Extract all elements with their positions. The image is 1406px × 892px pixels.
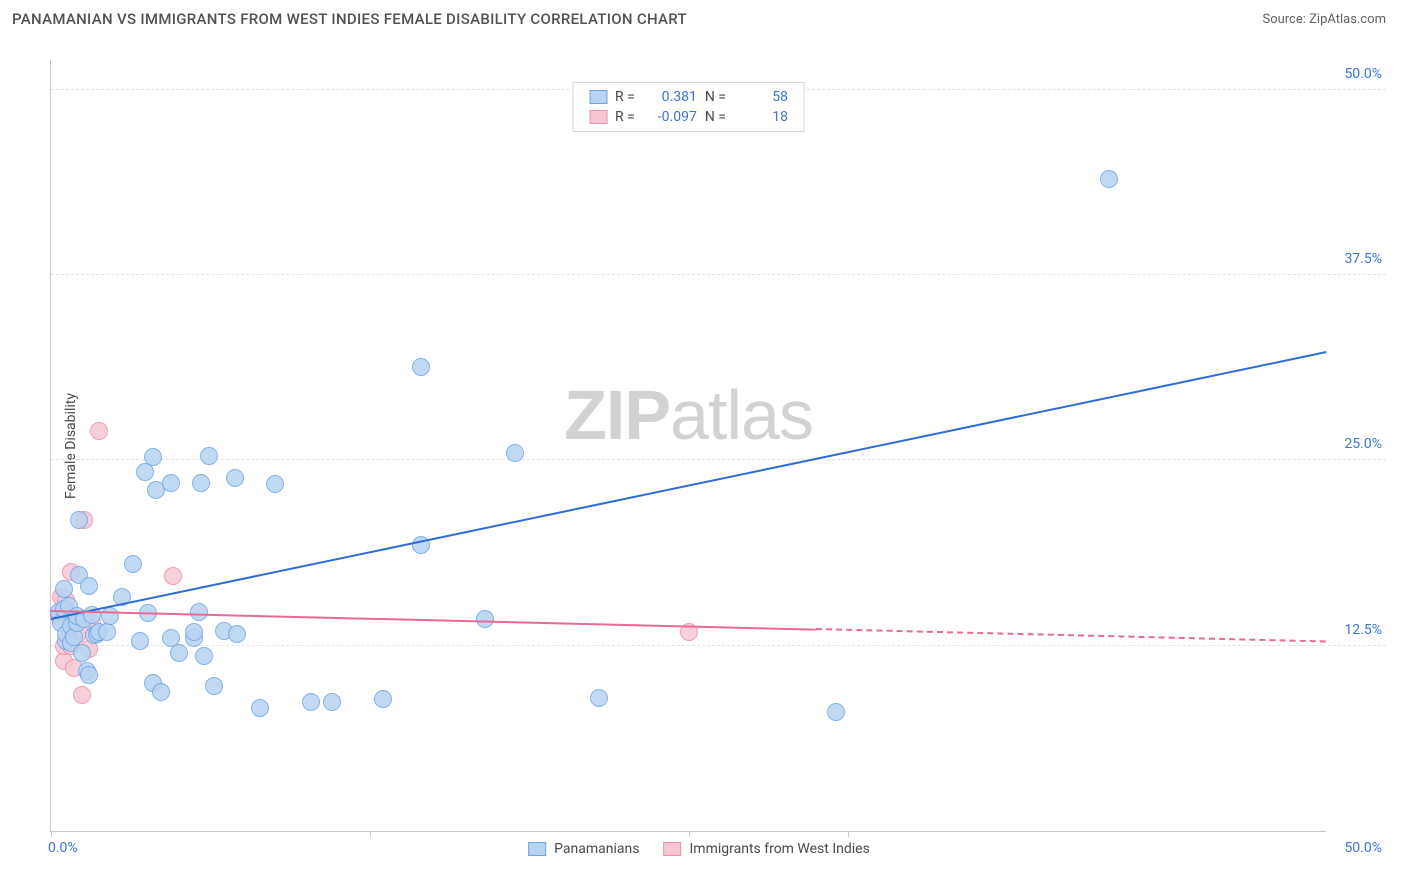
swatch-panamanians-icon	[589, 90, 607, 104]
data-point	[195, 647, 213, 665]
data-point	[190, 603, 208, 621]
data-point	[101, 607, 119, 625]
data-point	[170, 644, 188, 662]
x-tick	[689, 831, 690, 837]
data-point	[162, 474, 180, 492]
data-point	[152, 683, 170, 701]
gridline	[51, 274, 1386, 275]
data-point	[80, 666, 98, 684]
swatch-panamanians-icon	[528, 842, 546, 856]
n-label-a: N =	[705, 89, 726, 105]
data-point	[80, 577, 98, 595]
data-point	[164, 567, 182, 585]
data-point	[55, 580, 73, 598]
data-point	[476, 610, 494, 628]
data-point	[302, 693, 320, 711]
data-point	[266, 475, 284, 493]
data-point	[200, 447, 218, 465]
data-point	[228, 625, 246, 643]
trend-line	[51, 610, 816, 631]
legend-series: Panamanians Immigrants from West Indies	[528, 841, 870, 857]
n-label-b: N =	[705, 109, 726, 125]
legend-label-a: Panamanians	[554, 841, 639, 857]
x-tick	[51, 831, 52, 837]
data-point	[90, 422, 108, 440]
legend-row-a: R = 0.381 N = 58	[573, 87, 804, 107]
legend-label-b: Immigrants from West Indies	[689, 841, 869, 857]
r-label-a: R =	[615, 89, 635, 105]
x-axis-max-label: 50.0%	[1344, 840, 1382, 856]
data-point	[323, 693, 341, 711]
data-point	[144, 448, 162, 466]
chart-source: Source: ZipAtlas.com	[1262, 12, 1386, 27]
data-point	[205, 677, 223, 695]
legend-row-b: R = -0.097 N = 18	[573, 107, 804, 127]
y-tick-label: 50.0%	[1344, 66, 1382, 82]
plot-area: ZIPatlas R = 0.381 N = 58 R = -0.097 N =…	[50, 60, 1326, 832]
x-tick	[848, 831, 849, 837]
legend-item-b: Immigrants from West Indies	[663, 841, 869, 857]
data-point	[73, 686, 91, 704]
r-value-b: -0.097	[643, 109, 697, 125]
data-point	[374, 690, 392, 708]
chart-container: Female Disability ZIPatlas R = 0.381 N =…	[12, 38, 1386, 854]
r-label-b: R =	[615, 109, 635, 125]
gridline	[51, 459, 1386, 460]
legend-item-a: Panamanians	[528, 841, 639, 857]
trend-line	[816, 628, 1326, 642]
swatch-westindies-icon	[589, 110, 607, 124]
data-point	[124, 555, 142, 573]
data-point	[226, 469, 244, 487]
data-point	[412, 358, 430, 376]
x-axis-origin-label: 0.0%	[48, 840, 78, 856]
data-point	[1100, 170, 1118, 188]
data-point	[185, 623, 203, 641]
data-point	[192, 474, 210, 492]
data-point	[73, 644, 91, 662]
trend-line	[51, 352, 1326, 621]
swatch-westindies-icon	[663, 842, 681, 856]
data-point	[506, 444, 524, 462]
legend-correlation-box: R = 0.381 N = 58 R = -0.097 N = 18	[572, 82, 805, 132]
n-value-a: 58	[734, 89, 788, 105]
data-point	[131, 632, 149, 650]
n-value-b: 18	[734, 109, 788, 125]
data-point	[590, 689, 608, 707]
data-point	[70, 511, 88, 529]
x-tick	[370, 831, 371, 837]
data-point	[251, 699, 269, 717]
data-point	[98, 623, 116, 641]
watermark: ZIPatlas	[564, 375, 813, 455]
y-tick-label: 37.5%	[1344, 251, 1382, 267]
y-tick-label: 25.0%	[1344, 436, 1382, 452]
gridline	[51, 645, 1386, 646]
y-tick-label: 12.5%	[1344, 622, 1382, 638]
chart-title: PANAMANIAN VS IMMIGRANTS FROM WEST INDIE…	[12, 10, 687, 28]
data-point	[827, 703, 845, 721]
r-value-a: 0.381	[643, 89, 697, 105]
